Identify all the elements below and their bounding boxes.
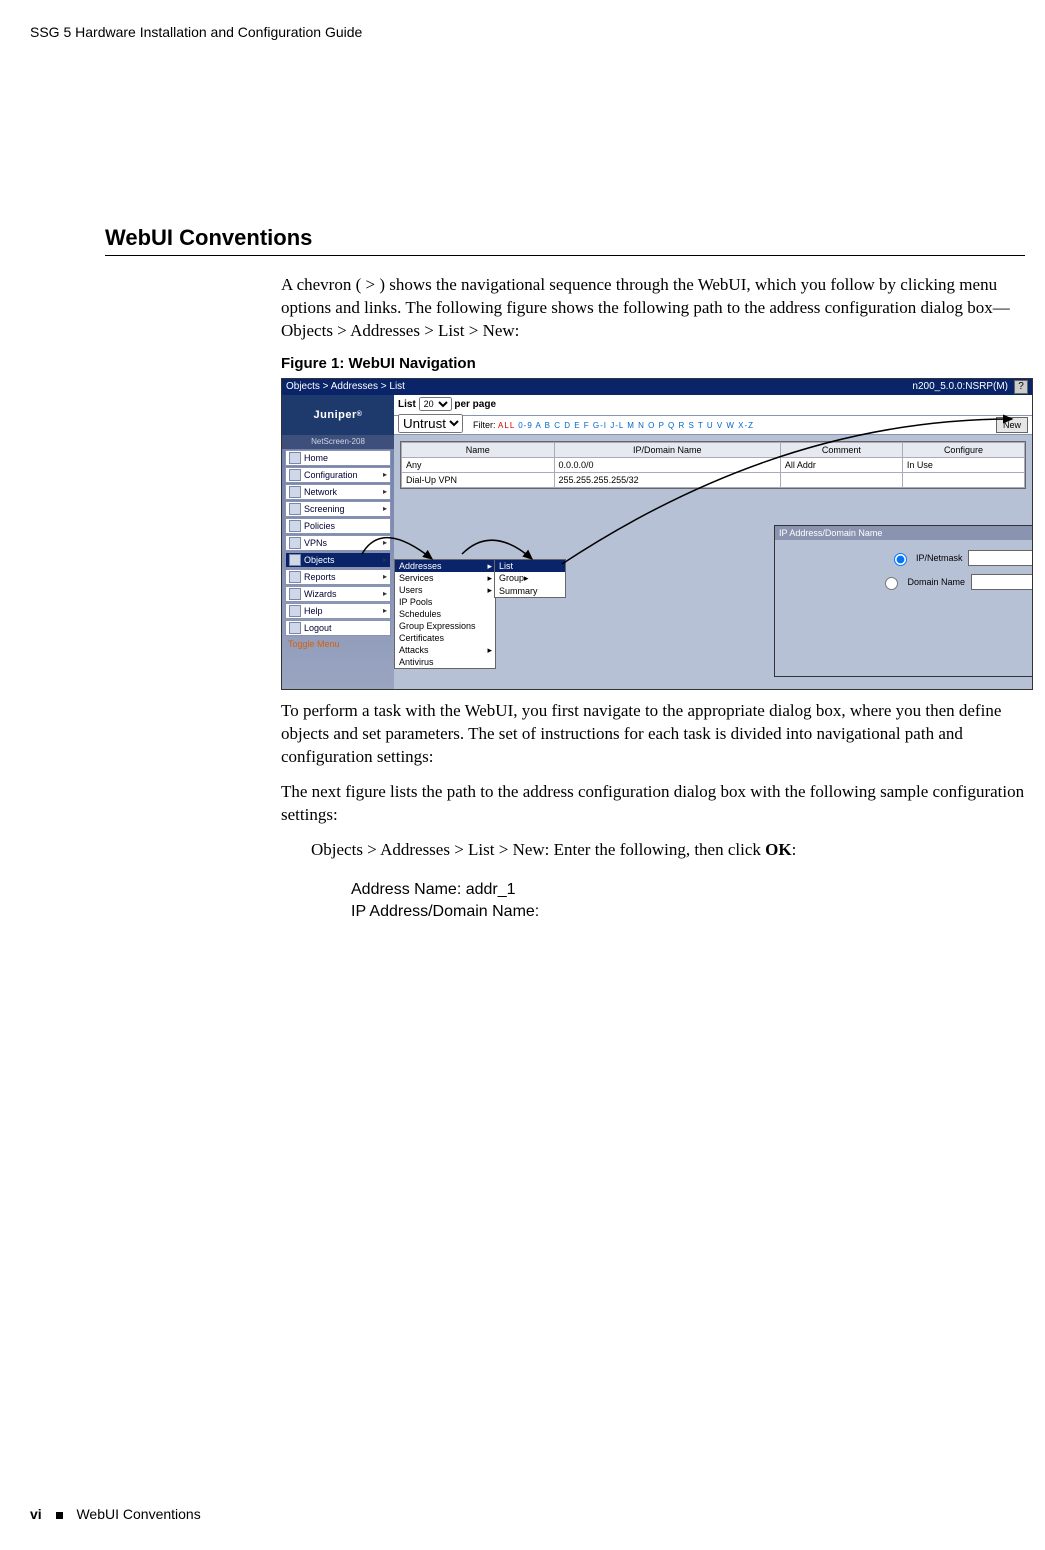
col-header: Name — [402, 442, 555, 457]
nav-icon — [289, 503, 301, 515]
ip-netmask-label: IP/Netmask — [916, 553, 963, 563]
submenu-item-ip-pools[interactable]: IP Pools — [395, 596, 495, 608]
section-title: WebUI Conventions — [105, 225, 1035, 251]
submenu-item-list[interactable]: List — [495, 560, 565, 572]
zone-filter-select[interactable]: Untrust — [398, 414, 463, 433]
window-titlebar: Objects > Addresses > List n200_5.0.0:NS… — [282, 379, 1032, 395]
help-icon[interactable]: ? — [1014, 380, 1028, 394]
submenu-item-users[interactable]: Users▸ — [395, 584, 495, 596]
filter-letters[interactable]: 0-9 A B C D E F G-I J-L M N O P Q R S T … — [518, 421, 754, 430]
table-row[interactable]: Any0.0.0.0/0All AddrIn Use — [402, 457, 1025, 472]
logo-text: Juniper — [314, 409, 357, 421]
sidebar-item-home[interactable]: Home — [285, 450, 391, 466]
footer-section-name: WebUI Conventions — [76, 1506, 200, 1522]
sidebar-item-reports[interactable]: Reports▸ — [285, 569, 391, 585]
page-number: vi — [30, 1506, 42, 1522]
footer-bullet-icon — [56, 1512, 63, 1519]
sidebar-item-network[interactable]: Network▸ — [285, 484, 391, 500]
domain-radio[interactable] — [885, 577, 898, 590]
nav-icon — [289, 520, 301, 532]
submenu-objects[interactable]: Addresses▸Services▸Users▸IP PoolsSchedul… — [394, 559, 496, 669]
dialog-title: IP Address/Domain Name — [775, 526, 1033, 540]
juniper-logo: Juniper® — [282, 395, 394, 435]
filter-row: Untrust Filter: ALL 0-9 A B C D E F G-I … — [394, 416, 1032, 435]
device-model: NetScreen-208 — [282, 435, 394, 449]
col-header: IP/Domain Name — [554, 442, 780, 457]
submenu-item-antivirus[interactable]: Antivirus — [395, 656, 495, 668]
nav-icon — [289, 622, 301, 634]
list-controls: List 20 per page — [394, 395, 1032, 416]
sidebar-item-vpns[interactable]: VPNs▸ — [285, 535, 391, 551]
nav-icon — [289, 571, 301, 583]
sidebar-item-configuration[interactable]: Configuration▸ — [285, 467, 391, 483]
submenu-addresses[interactable]: ListGroup▸Summary — [494, 559, 566, 598]
path-text: Objects > Addresses > List > New: Enter … — [311, 840, 765, 859]
per-page-label: per page — [454, 399, 496, 410]
domain-label: Domain Name — [907, 577, 965, 587]
nav-icon — [289, 469, 301, 481]
col-header: Configure — [902, 442, 1024, 457]
post-figure-text: To perform a task with the WebUI, you fi… — [281, 700, 1041, 827]
sidebar-item-policies[interactable]: Policies — [285, 518, 391, 534]
sidebar: Juniper® NetScreen-208 HomeConfiguration… — [282, 395, 394, 689]
webui-screenshot: Objects > Addresses > List n200_5.0.0:NS… — [281, 378, 1033, 690]
col-header: Comment — [780, 442, 902, 457]
sidebar-item-screening[interactable]: Screening▸ — [285, 501, 391, 517]
page-footer: vi WebUI Conventions — [30, 1506, 201, 1522]
main-content: WebUI Conventions A chevron ( > ) shows … — [105, 225, 1035, 923]
sidebar-item-objects[interactable]: Objects▸ — [285, 552, 391, 568]
submenu-item-services[interactable]: Services▸ — [395, 572, 495, 584]
running-header: SSG 5 Hardware Installation and Configur… — [30, 24, 362, 40]
sidebar-item-logout[interactable]: Logout — [285, 620, 391, 636]
nav-icon — [289, 486, 301, 498]
sidebar-item-help[interactable]: Help▸ — [285, 603, 391, 619]
per-page-select[interactable]: 20 — [419, 397, 452, 411]
filter-label: Filter: — [473, 420, 496, 430]
ip-address-dialog: IP Address/Domain Name IP/Netmask / Doma… — [774, 525, 1033, 677]
table-row[interactable]: Dial-Up VPN255.255.255.255/32 — [402, 472, 1025, 487]
submenu-item-group-expressions[interactable]: Group Expressions — [395, 620, 495, 632]
submenu-item-addresses[interactable]: Addresses▸ — [395, 560, 495, 572]
domain-input[interactable] — [971, 574, 1033, 590]
ip-netmask-radio[interactable] — [894, 553, 907, 566]
para3: The next figure lists the path to the ad… — [281, 781, 1041, 827]
para2: To perform a task with the WebUI, you fi… — [281, 700, 1041, 769]
submenu-item-group[interactable]: Group▸ — [495, 572, 565, 585]
para1: A chevron ( > ) shows the navigational s… — [281, 274, 1041, 343]
sidebar-item-wizards[interactable]: Wizards▸ — [285, 586, 391, 602]
nav-icon — [289, 537, 301, 549]
alpha-filter[interactable]: ALL 0-9 A B C D E F G-I J-L M N O P Q R … — [498, 421, 754, 430]
intro-paragraph: A chevron ( > ) shows the navigational s… — [281, 274, 1041, 343]
figure-caption: Figure 1: WebUI Navigation — [281, 355, 1035, 372]
setting-line-1: Address Name: addr_1 — [351, 879, 1035, 901]
breadcrumb: Objects > Addresses > List — [286, 379, 405, 395]
nav-icon — [289, 605, 301, 617]
new-button[interactable]: New — [996, 417, 1028, 433]
list-label: List — [398, 399, 416, 410]
title-rule — [105, 255, 1025, 256]
filter-all[interactable]: ALL — [498, 421, 515, 430]
device-info: n200_5.0.0:NSRP(M) — [912, 379, 1008, 395]
address-table: NameIP/Domain NameCommentConfigureAny0.0… — [400, 441, 1026, 489]
config-settings: Address Name: addr_1 IP Address/Domain N… — [351, 879, 1035, 922]
nav-icon — [289, 452, 301, 464]
ip-input[interactable] — [968, 550, 1033, 566]
nav-icon — [289, 554, 301, 566]
setting-line-2: IP Address/Domain Name: — [351, 901, 1035, 923]
submenu-item-summary[interactable]: Summary — [495, 585, 565, 597]
submenu-item-attacks[interactable]: Attacks▸ — [395, 644, 495, 656]
nav-path-example: Objects > Addresses > List > New: Enter … — [311, 839, 1041, 862]
ok-bold: OK — [765, 840, 791, 859]
submenu-item-certificates[interactable]: Certificates — [395, 632, 495, 644]
nav-icon — [289, 588, 301, 600]
toggle-menu[interactable]: Toggle Menu — [288, 639, 388, 649]
submenu-item-schedules[interactable]: Schedules — [395, 608, 495, 620]
